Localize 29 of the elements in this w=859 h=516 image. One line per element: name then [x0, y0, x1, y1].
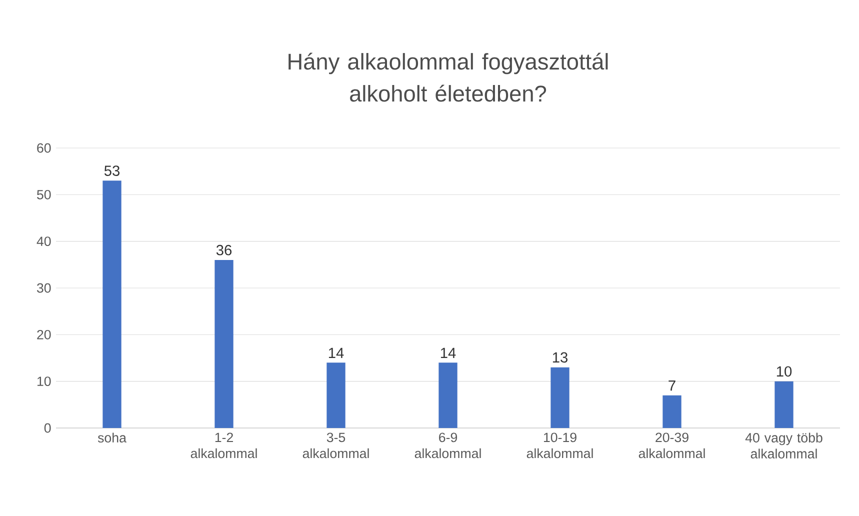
x-tick-label: 40 vagy több alkalommal: [745, 432, 822, 458]
x-tick-label: soha: [98, 432, 126, 442]
y-tick-label: 60: [37, 143, 51, 153]
y-tick-label: 20: [37, 330, 51, 340]
data-label: 13: [552, 352, 568, 363]
x-tick-label: 3-5 alkalommal: [302, 432, 369, 458]
bar: [214, 260, 234, 428]
y-tick-label: 30: [36, 283, 51, 293]
y-tick-label: 50: [37, 190, 51, 200]
data-label: 10: [776, 366, 792, 377]
x-tick-label: 6-9 alkalommal: [414, 432, 481, 458]
bar: [438, 362, 458, 428]
y-tick-label: 10: [37, 376, 51, 386]
data-label: 36: [216, 244, 232, 256]
bar: [550, 367, 570, 428]
x-tick-label: 1-2 alkalommal: [190, 432, 257, 458]
data-label: 14: [328, 348, 344, 358]
bar: [774, 381, 794, 428]
bar: [326, 362, 346, 428]
chart-title: Hány alkaolommal fogyasztottál alkoholt életedben?: [288, 52, 608, 102]
data-label: 7: [668, 380, 676, 391]
data-label: 14: [440, 348, 456, 358]
bar: [662, 395, 682, 428]
data-label: 53: [104, 166, 120, 176]
x-tick-label: 10-19 alkalommal: [526, 432, 593, 458]
bar: [102, 180, 122, 428]
y-tick-label: 40: [36, 236, 51, 246]
y-tick-label: 0: [44, 423, 51, 433]
x-tick-label: 20-39 alkalommal: [638, 432, 705, 458]
